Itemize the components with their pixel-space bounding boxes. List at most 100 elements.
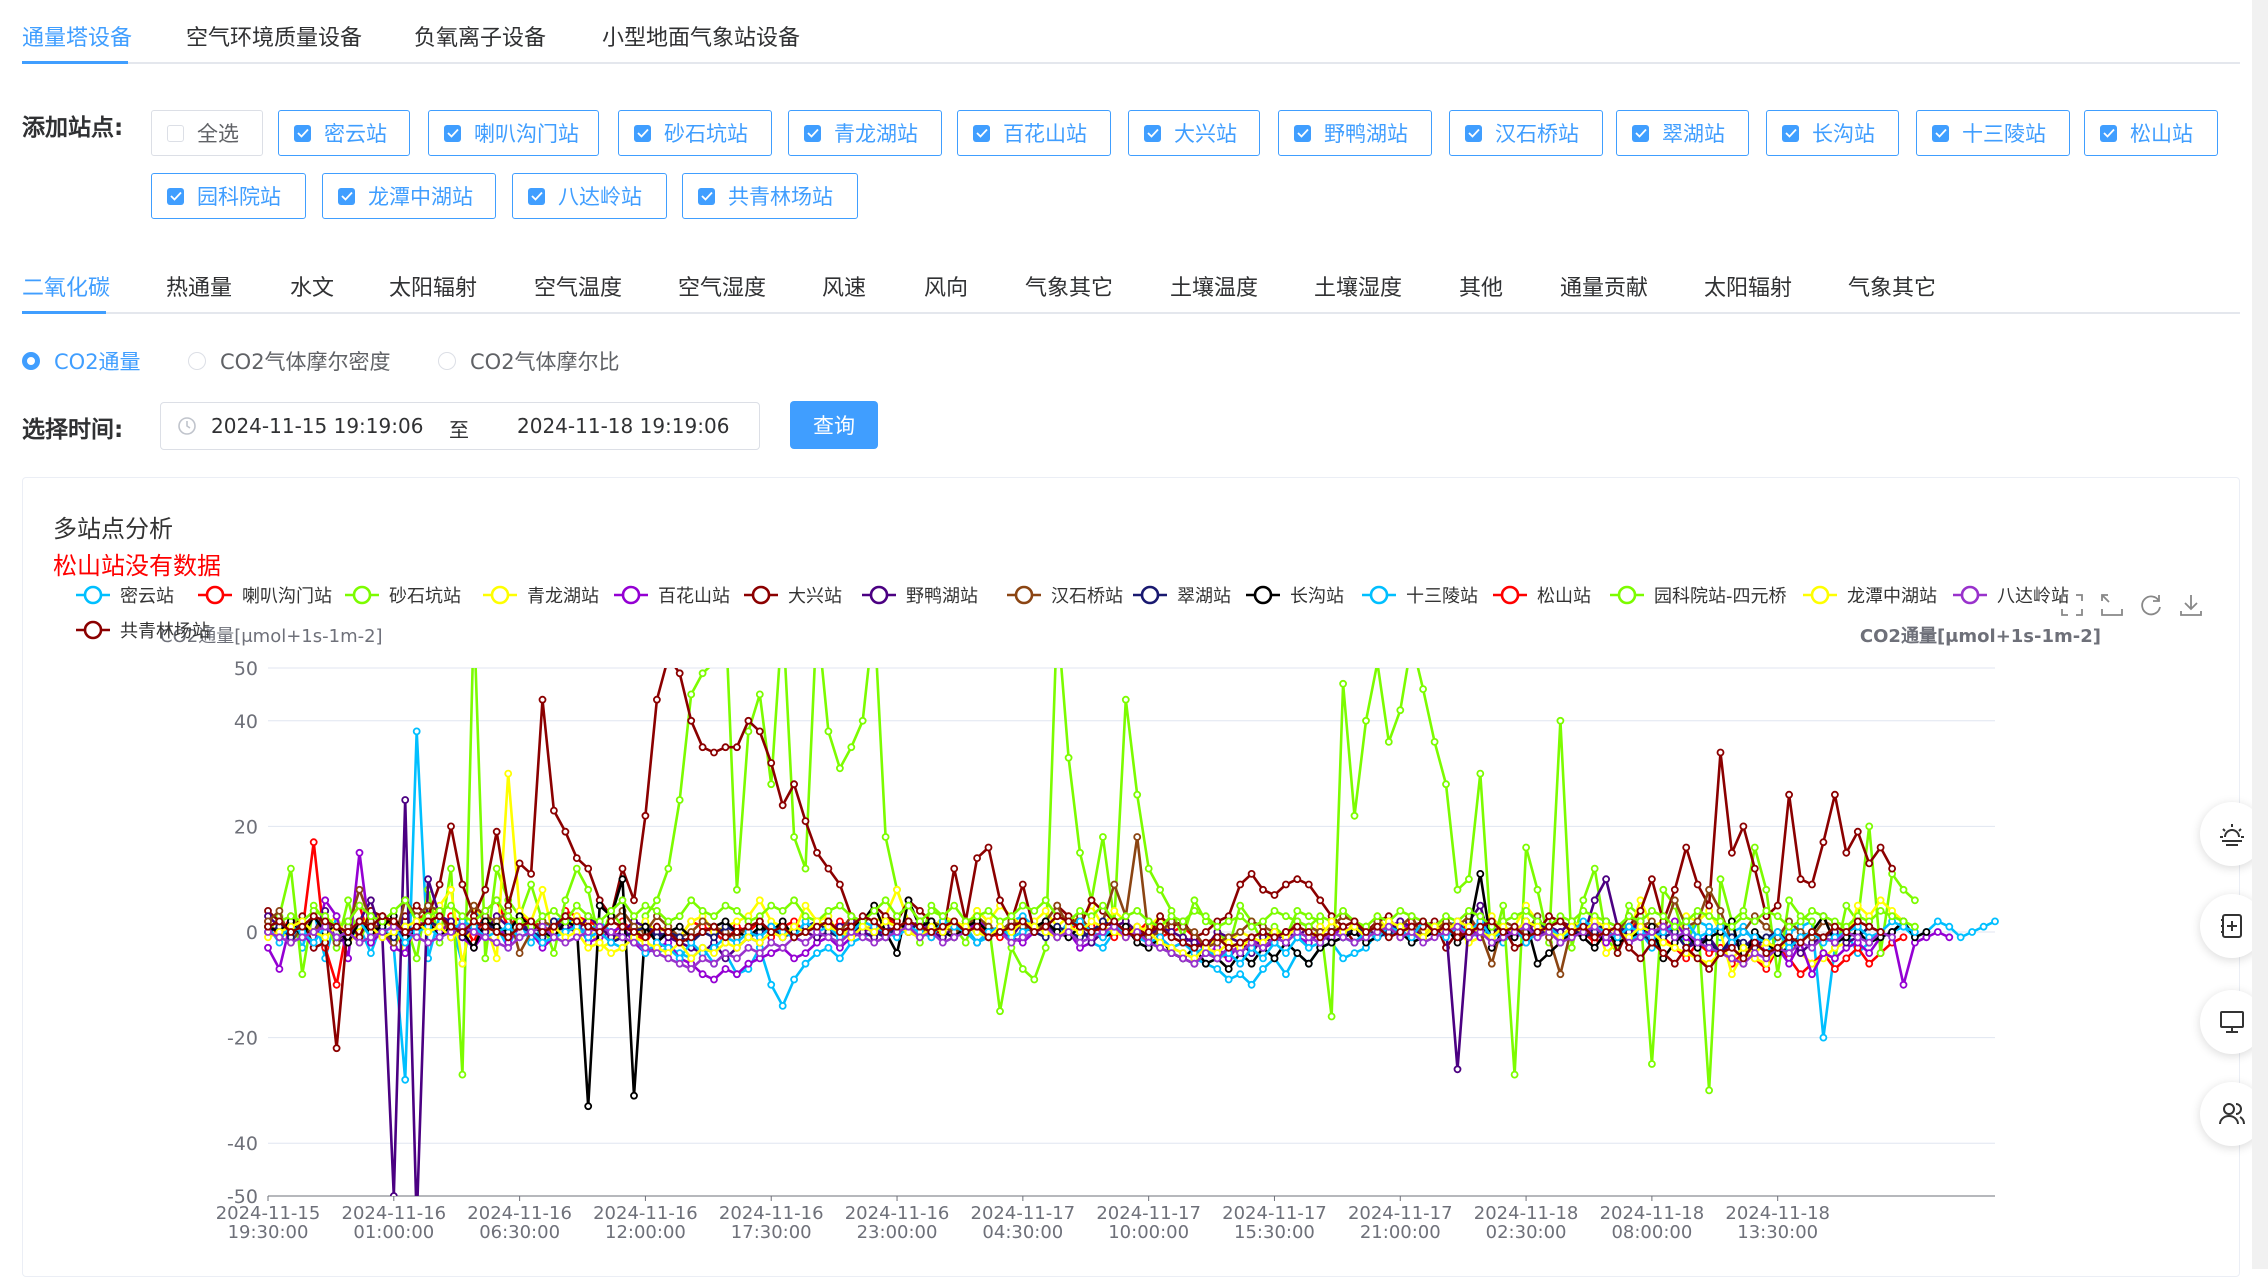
legend-item[interactable]: 大兴站: [744, 585, 842, 607]
station-checkbox[interactable]: 青龙湖站: [788, 110, 942, 156]
station-checkbox[interactable]: 松山站: [2084, 110, 2218, 156]
data-point: [264, 943, 272, 952]
checkbox-checked-icon: [1144, 124, 1161, 142]
metric-tab[interactable]: 通量贡献: [1560, 276, 1649, 301]
legend-item[interactable]: 十三陵站: [1362, 585, 1478, 607]
data-point: [1018, 901, 1027, 910]
data-point: [355, 917, 364, 926]
legend-item[interactable]: 松山站: [1493, 585, 1591, 607]
data-point: [755, 917, 764, 926]
legend-label: 长沟站: [1290, 586, 1344, 607]
metric-tab[interactable]: 太阳辐射: [1704, 276, 1793, 301]
data-point: [309, 912, 318, 921]
legend-item[interactable]: 砂石坑站: [345, 585, 461, 607]
station-checkbox[interactable]: 十三陵站: [1916, 110, 2070, 156]
station-label: 大兴站: [1174, 122, 1237, 146]
zoom-reset-icon[interactable]: [2099, 592, 2125, 618]
station-checkbox[interactable]: 砂石坑站: [618, 110, 772, 156]
legend-item[interactable]: 园科院站-四元桥: [1610, 585, 1787, 607]
station-checkbox[interactable]: 野鸭湖站: [1278, 110, 1432, 156]
data-point: [321, 896, 330, 905]
station-checkbox[interactable]: 共青林场站: [682, 173, 858, 219]
metric-tab[interactable]: 空气温度: [534, 276, 623, 301]
legend-item[interactable]: 八达岭站: [1953, 585, 2069, 607]
data-point: [653, 896, 661, 905]
query-button[interactable]: 查询: [790, 401, 878, 449]
data-point: [1750, 938, 1759, 947]
metric-tab[interactable]: 二氧化碳: [22, 276, 111, 301]
data-point: [1327, 938, 1336, 947]
metric-tab[interactable]: 其他: [1459, 276, 1504, 301]
zoom-icon[interactable]: [2059, 592, 2085, 618]
tab-flux-tower[interactable]: 通量塔设备: [22, 26, 133, 51]
legend-item[interactable]: 共青林场站: [76, 620, 210, 642]
data-point: [973, 854, 981, 862]
data-point: [1430, 738, 1439, 746]
data-point: [286, 938, 295, 947]
data-point: [767, 938, 776, 947]
page-scrollbar[interactable]: [2252, 0, 2268, 1269]
station-checkbox[interactable]: 大兴站: [1128, 110, 1260, 156]
end-date-input[interactable]: 2024-11-18 19:19:06: [517, 414, 730, 438]
data-point: [1693, 907, 1702, 915]
data-point: [1785, 790, 1793, 799]
radio-label: CO2通量: [54, 350, 141, 374]
refresh-icon[interactable]: [2138, 592, 2164, 618]
radio-co2-molar-ratio[interactable]: CO2气体摩尔比: [438, 346, 620, 376]
legend-item[interactable]: 翠湖站: [1133, 585, 1231, 607]
select-all-checkbox[interactable]: 全选: [151, 110, 263, 156]
metric-tab[interactable]: 水文: [290, 276, 335, 301]
download-icon[interactable]: [2178, 592, 2204, 618]
data-point: [1350, 949, 1359, 957]
metric-tab[interactable]: 土壤温度: [1170, 276, 1259, 301]
metric-tab[interactable]: 风向: [924, 276, 969, 301]
station-checkbox[interactable]: 密云站: [278, 110, 410, 156]
data-point: [1705, 912, 1713, 921]
station-checkbox[interactable]: 八达岭站: [512, 173, 667, 219]
legend-item[interactable]: 喇叭沟门站: [198, 585, 332, 607]
date-range-picker[interactable]: 2024-11-15 19:19:06 至 2024-11-18 19:19:0…: [160, 402, 760, 450]
data-point: [584, 885, 593, 894]
radio-co2-molar-density[interactable]: CO2气体摩尔密度: [188, 346, 391, 376]
station-checkbox[interactable]: 园科院站: [151, 173, 306, 219]
data-point: [721, 933, 730, 942]
legend-item[interactable]: 龙潭中湖站: [1803, 585, 1937, 607]
tab-air-quality[interactable]: 空气环境质量设备: [186, 26, 363, 51]
radio-co2-flux[interactable]: CO2通量: [22, 346, 141, 376]
legend-item[interactable]: 百花山站: [614, 585, 730, 607]
metric-tab[interactable]: 热通量: [166, 276, 233, 301]
data-point: [653, 949, 661, 957]
data-point: [744, 959, 753, 968]
data-point: [1590, 922, 1599, 931]
station-checkbox[interactable]: 百花山站: [957, 110, 1111, 156]
data-point: [447, 864, 455, 873]
data-point: [1888, 864, 1896, 873]
data-point: [1179, 917, 1187, 926]
legend-item[interactable]: 长沟站: [1246, 585, 1344, 607]
metric-tab[interactable]: 风速: [822, 276, 867, 301]
metric-tab[interactable]: 土壤湿度: [1314, 276, 1403, 301]
station-checkbox[interactable]: 汉石桥站: [1449, 110, 1603, 156]
start-date-input[interactable]: 2024-11-15 19:19:06: [211, 414, 424, 438]
time-filter-label: 选择时间:: [22, 417, 124, 443]
metric-tab[interactable]: 气象其它: [1025, 276, 1114, 301]
station-label: 长沟站: [1812, 122, 1875, 146]
station-checkbox[interactable]: 长沟站: [1766, 110, 1899, 156]
tab-negative-ion[interactable]: 负氧离子设备: [414, 26, 547, 51]
legend-item[interactable]: 密云站: [76, 585, 174, 607]
metric-tab[interactable]: 气象其它: [1848, 276, 1937, 301]
legend-item[interactable]: 野鸭湖站: [862, 585, 978, 607]
station-checkbox[interactable]: 喇叭沟门站: [428, 110, 599, 156]
station-checkbox[interactable]: 翠湖站: [1616, 110, 1749, 156]
legend-marker: [1014, 585, 1034, 605]
legend-item[interactable]: 汉石桥站: [1007, 585, 1123, 607]
data-point: [424, 938, 433, 947]
tab-weather-station[interactable]: 小型地面气象站设备: [602, 26, 801, 51]
metric-tab[interactable]: 太阳辐射: [389, 276, 478, 301]
data-point: [664, 928, 673, 936]
station-checkbox[interactable]: 龙潭中湖站: [322, 173, 496, 219]
metric-tab[interactable]: 空气湿度: [678, 276, 767, 301]
legend-item[interactable]: 青龙湖站: [483, 585, 599, 607]
data-point: [1716, 748, 1725, 757]
data-point: [1041, 896, 1050, 905]
